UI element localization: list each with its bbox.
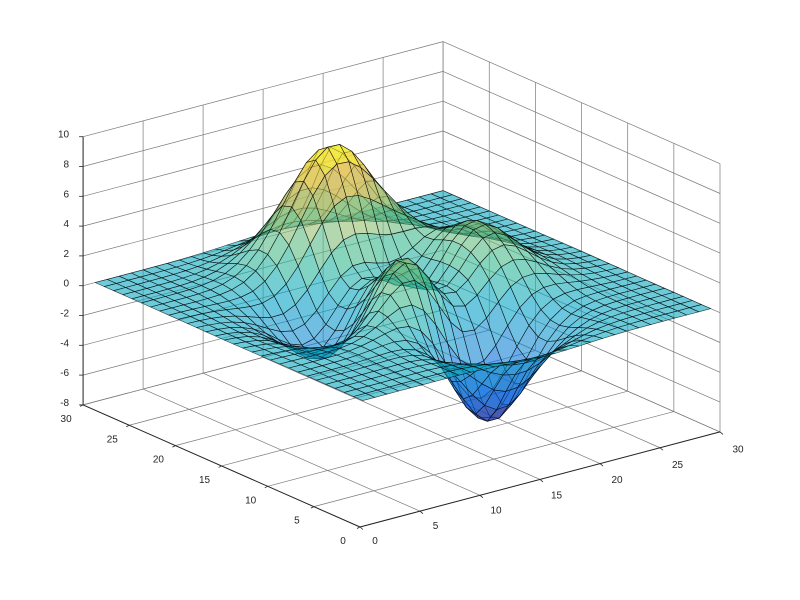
- x-tick-mark: [599, 463, 604, 467]
- y-tick-mark: [356, 526, 361, 529]
- y-tick-label: 10: [245, 495, 257, 506]
- tick-labels: 0 5 10 15 20 25 30 0 5 10 15 20 25 30 -8 -6 -4 -2 0 2 4 6 8 10: [58, 130, 744, 547]
- z-tick-label: 10: [58, 130, 70, 141]
- y-tick-label: 25: [107, 434, 119, 445]
- y-tick-mark: [126, 424, 130, 428]
- gridline-floor-y: [313, 411, 674, 507]
- x-tick-label: 15: [551, 490, 563, 501]
- x-tick-label: 0: [372, 536, 378, 547]
- gridline-right-z: [442, 100, 721, 224]
- y-tick-mark: [172, 445, 176, 448]
- z-tick-label: -8: [60, 398, 69, 409]
- z-tick-label: 8: [64, 160, 70, 171]
- z-tick-label: 6: [64, 189, 70, 200]
- z-tick-label: -2: [60, 309, 69, 320]
- gridline-back-z: [83, 100, 444, 197]
- x-tick-label: 30: [732, 445, 744, 456]
- x-tick-mark: [539, 479, 544, 483]
- x-tick-mark: [479, 494, 484, 499]
- y-tick-label: 20: [153, 455, 165, 466]
- x-tick-label: 20: [611, 475, 623, 486]
- y-tick-label: 5: [294, 516, 300, 527]
- x-tick-mark: [419, 510, 424, 514]
- z-tick-label: -4: [60, 338, 69, 349]
- y-tick-label: 15: [199, 475, 211, 486]
- z-tick-label: 2: [64, 249, 70, 260]
- z-tick-label: 4: [64, 219, 70, 230]
- gridline-right-z: [442, 160, 721, 284]
- z-tick-label: 0: [64, 279, 70, 290]
- x-tick-label: 5: [433, 521, 439, 532]
- x-tick-label: 25: [672, 460, 684, 471]
- y-tick-mark: [218, 465, 222, 468]
- x-tick-mark: [719, 431, 724, 435]
- y-tick-mark: [264, 485, 268, 489]
- z-tick-label: -6: [60, 368, 69, 379]
- y-tick-label: 30: [61, 414, 73, 425]
- gridline-right-z: [442, 71, 721, 194]
- gridline-back-z: [83, 71, 444, 167]
- gridline-floor-y: [267, 390, 628, 487]
- surface-mesh: [94, 144, 712, 422]
- gridline-right-z: [442, 41, 721, 165]
- x-tick-mark: [359, 526, 364, 530]
- x-tick-label: 10: [490, 506, 502, 517]
- gridline-back-z: [83, 41, 444, 138]
- y-tick-label: 0: [340, 536, 346, 547]
- gridline-back-z: [83, 160, 444, 257]
- gridline-right-z: [442, 130, 721, 254]
- y-tick-mark: [310, 506, 315, 509]
- gridline-back-z: [83, 130, 444, 227]
- x-tick-mark: [659, 447, 664, 451]
- surface-face: [353, 392, 376, 401]
